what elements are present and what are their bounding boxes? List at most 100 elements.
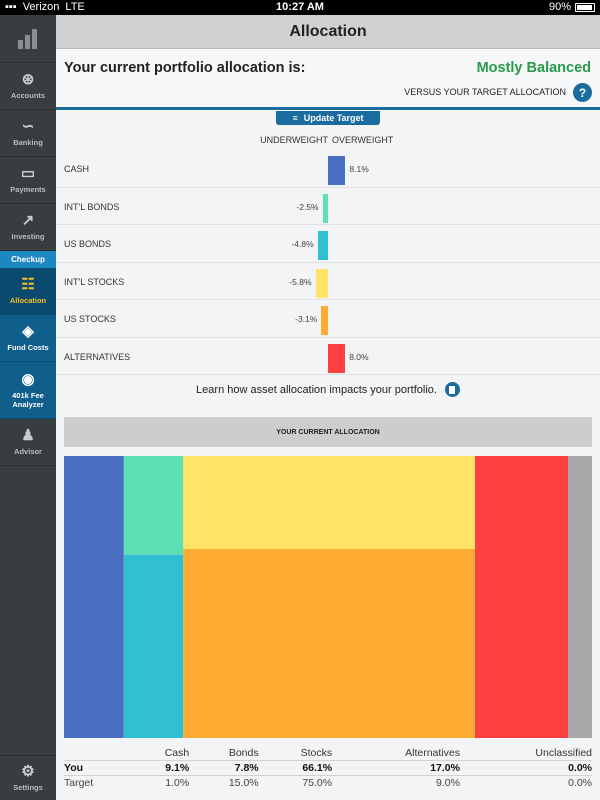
summary-lead: Your current portfolio allocation is:	[64, 60, 306, 76]
asset-class-label: ALTERNATIVES	[64, 351, 131, 362]
hierarchy-icon: ☷	[21, 276, 35, 293]
overweight-label: OVERWEIGHT	[332, 135, 394, 145]
sidebar-item-advisor[interactable]: ♟ Advisor	[0, 419, 56, 466]
legend-header	[64, 746, 132, 761]
legend-header-row: Cash Bonds Stocks Alternatives Unclassif…	[64, 746, 592, 761]
gear-icon: ⚙	[21, 763, 35, 780]
legend-cell: 15.0%	[228, 777, 259, 789]
legend-cell: 66.1%	[258, 760, 333, 776]
difference-bar	[317, 231, 328, 260]
sidebar-item-label: Advisor	[14, 447, 42, 456]
legend-header: Cash	[164, 747, 190, 759]
sidebar-item-label: Payments	[10, 185, 46, 194]
allocation-summary: Your current portfolio allocation is: Mo…	[56, 49, 600, 107]
page-title: Allocation	[56, 15, 600, 49]
sidebar-item-fund-costs[interactable]: ◈ Fund Costs	[0, 315, 56, 362]
allocation-difference-row: ALTERNATIVES 8.0%	[56, 338, 600, 375]
sidebar-item-banking[interactable]: ∽ Banking	[0, 110, 56, 157]
status-bar: ▪▪▪ Verizon LTE 10:27 AM 90%	[0, 0, 600, 15]
app-logo[interactable]	[0, 15, 56, 63]
asset-class-label: US BONDS	[64, 239, 112, 249]
dollar-icon: ⊛	[21, 71, 35, 88]
legend-row-you: You 9.1% 7.8% 66.1% 17.0% 0.0%	[64, 760, 592, 776]
update-target-button[interactable]: ≡ Update Target	[276, 111, 380, 125]
current-allocation-title: YOUR CURRENT ALLOCATION	[64, 417, 592, 447]
underweight-label: UNDERWEIGHT	[260, 135, 328, 145]
legend-header: Bonds	[228, 747, 259, 759]
difference-value: -5.8%	[289, 276, 312, 287]
difference-value: -2.5%	[296, 201, 319, 212]
difference-bar	[321, 306, 328, 335]
sidebar-item-allocation[interactable]: ☷ Allocation	[0, 268, 56, 315]
legend-row-target: Target 1.0% 15.0% 75.0% 9.0% 0.0%	[64, 776, 592, 791]
learn-link[interactable]: Learn how asset allocation impacts your …	[56, 382, 600, 397]
allocation-legend-table: Cash Bonds Stocks Alternatives Unclassif…	[64, 746, 592, 790]
legend-cell: 0.0%	[568, 777, 592, 789]
section-divider	[56, 107, 600, 110]
sidebar-item-label: Investing	[11, 232, 45, 241]
sidebar-item-label: Settings	[13, 783, 43, 792]
versus-target-label: VERSUS YOUR TARGET ALLOCATION	[404, 87, 566, 97]
sidebar: ⊛ Accounts ∽ Banking ▭ Payments ↗ Invest…	[0, 15, 56, 800]
legend-cell: 17.0%	[332, 760, 460, 776]
legend-cell: 75.0%	[302, 777, 333, 789]
treemap-alternatives	[475, 456, 568, 738]
legend-cell: 0.0%	[459, 760, 592, 776]
treemap-us-bonds	[123, 554, 184, 738]
sidebar-item-label: Banking	[13, 138, 43, 147]
difference-bar	[328, 343, 346, 373]
asset-class-label: CASH	[64, 164, 90, 174]
allocation-difference-row: INT'L BONDS -2.5%	[56, 188, 600, 225]
difference-bar	[315, 268, 328, 298]
clock: 10:27 AM	[276, 1, 324, 13]
sidebar-item-accounts[interactable]: ⊛ Accounts	[0, 63, 56, 110]
sidebar-item-payments[interactable]: ▭ Payments	[0, 157, 56, 204]
main-content: Allocation Your current portfolio alloca…	[56, 15, 600, 800]
carrier-name: Verizon	[22, 1, 60, 13]
asset-class-label: INT'L BONDS	[64, 201, 120, 212]
allocation-verdict: Mostly Balanced	[476, 60, 591, 76]
legend-cell: 7.8%	[189, 760, 259, 776]
asset-class-label: US STOCKS	[64, 314, 116, 324]
difference-bar	[328, 156, 346, 185]
sidebar-item-settings[interactable]: ⚙ Settings	[0, 755, 56, 800]
treemap-intl-stocks	[183, 456, 475, 550]
legend-cell: 1.0%	[165, 777, 190, 789]
sidebar-item-label: Accounts	[10, 91, 46, 100]
piggy-icon: ◉	[21, 370, 35, 388]
update-target-label: Update Target	[303, 113, 364, 123]
difference-value: -4.8%	[291, 239, 314, 249]
document-icon	[444, 382, 460, 397]
battery-percent: 90%	[548, 1, 571, 13]
sidebar-item-401k-fee-analyzer[interactable]: ◉ 401k Fee Analyzer	[0, 362, 56, 419]
learn-link-text: Learn how asset allocation impacts your …	[196, 383, 437, 396]
treemap-cash	[64, 456, 124, 738]
tag-icon: ◈	[22, 323, 34, 340]
card-icon: ▭	[20, 165, 36, 182]
treemap-unclassified	[568, 456, 592, 738]
legend-header: Stocks	[300, 747, 333, 759]
legend-cell: 9.1%	[132, 760, 190, 776]
allocation-difference-row: CASH 8.1%	[56, 150, 600, 188]
battery-icon	[575, 2, 595, 12]
allocation-difference-row: US BONDS -4.8%	[56, 225, 600, 263]
sidebar-item-investing[interactable]: ↗ Investing	[0, 204, 56, 251]
sidebar-item-label: 401k Fee Analyzer	[12, 390, 44, 409]
difference-bar	[322, 193, 328, 223]
bar-chart-icon	[18, 28, 37, 49]
chart-line-icon: ↗	[21, 212, 35, 229]
legend-cell: You	[64, 760, 133, 776]
difference-value: 8.1%	[349, 164, 369, 174]
sidebar-section-checkup[interactable]: Checkup	[0, 251, 56, 268]
help-icon[interactable]: ?	[573, 83, 592, 102]
allocation-treemap	[64, 456, 592, 738]
sidebar-item-label: Allocation	[9, 296, 47, 305]
sidebar-item-label: Fund Costs	[7, 343, 49, 352]
legend-header: Alternatives	[405, 747, 460, 759]
allocation-difference-row: US STOCKS -3.1%	[56, 300, 600, 338]
difference-value: 8.0%	[349, 351, 369, 362]
allocation-difference-row: INT'L STOCKS -5.8%	[56, 263, 600, 300]
link-icon: ∽	[21, 118, 35, 135]
treemap-us-stocks	[183, 549, 475, 738]
allocation-difference-list: CASH 8.1% INT'L BONDS -2.5% US BONDS -4.8% INT…	[56, 150, 600, 375]
